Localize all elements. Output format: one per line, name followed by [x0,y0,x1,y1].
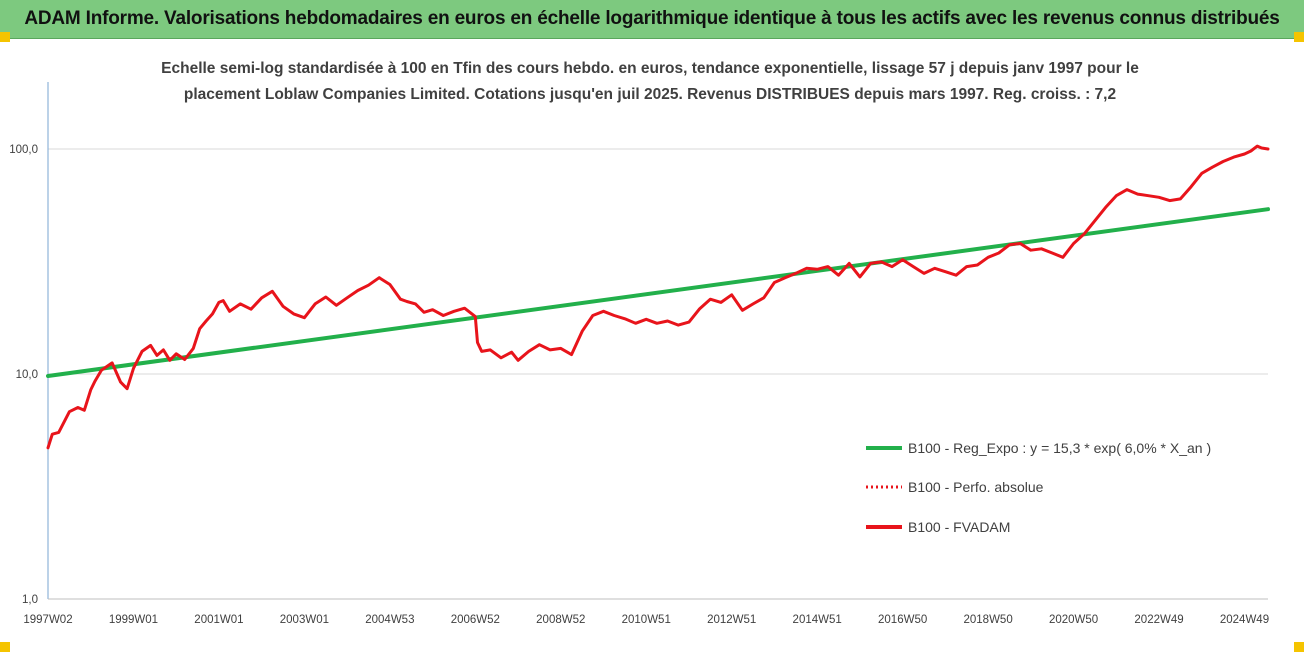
y-tick-label: 100,0 [9,144,38,156]
x-tick-label: 2016W50 [878,614,927,626]
corner-marker-bottom-right [1294,642,1304,652]
x-tick-label: 2003W01 [280,614,329,626]
y-tick-label: 1,0 [22,594,38,606]
header-bar [0,0,1304,39]
corner-marker-bottom-left [0,642,10,652]
x-tick-label: 1999W01 [109,614,158,626]
legend-entry: B100 - Perfo. absolue [908,479,1044,495]
legend-entry: B100 - Reg_Expo : y = 15,3 * exp( 6,0% *… [908,440,1211,456]
corner-marker-top-right [1294,32,1304,42]
chart-title-line-1: Echelle semi-log standardisée à 100 en T… [161,60,1139,77]
corner-marker-top-left [0,32,10,42]
x-tick-label: 2012W51 [707,614,756,626]
x-tick-label: 2010W51 [622,614,671,626]
x-tick-label: 2006W52 [451,614,500,626]
chart-title-line-2: placement Loblaw Companies Limited. Cota… [183,86,1117,103]
x-tick-label: 2024W49 [1220,614,1269,626]
series-line-regression [46,207,1270,378]
chart-frame [10,40,1294,652]
x-tick-label: 2004W53 [365,614,414,626]
x-tick-label: 2018W50 [963,614,1012,626]
x-tick-label: 1997W02 [23,614,72,626]
x-tick-label: 2022W49 [1134,614,1183,626]
x-tick-label: 2020W50 [1049,614,1098,626]
y-tick-label: 10,0 [16,369,38,381]
x-tick-label: 2008W52 [536,614,585,626]
legend-entry: B100 - FVADAM [908,519,1010,535]
header-title: ADAM Informe. Valorisations hebdomadaire… [24,8,1280,29]
series-line-fvadam [46,144,1270,450]
chart-title: Echelle semi-log standardisée à 100 en T… [140,56,1160,108]
x-tick-label: 2014W51 [793,614,842,626]
x-tick-label: 2001W01 [194,614,243,626]
